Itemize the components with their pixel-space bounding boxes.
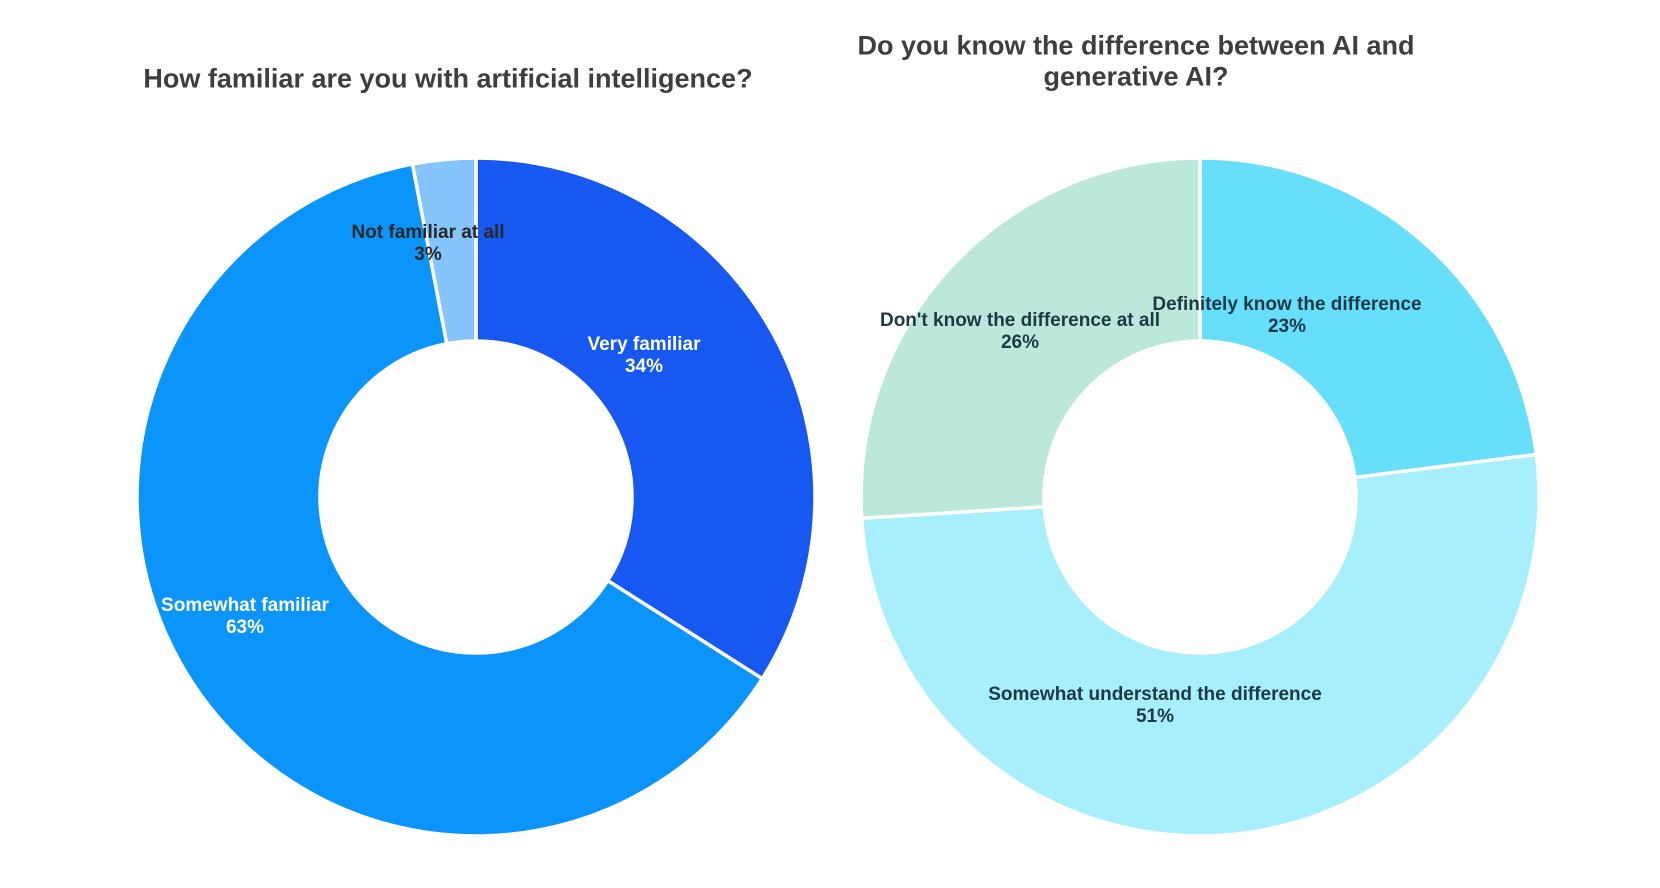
donut-chart-familiarity xyxy=(135,156,817,838)
pie-slice-very-familiar[interactable] xyxy=(474,156,817,681)
pie-slice-not-familiar-at-all[interactable] xyxy=(410,156,478,346)
donut-chart-ai-difference xyxy=(859,156,1541,838)
pie-slice-somewhat-familiar[interactable] xyxy=(135,162,764,838)
pie-slice-definitely-know-the-difference[interactable] xyxy=(1198,156,1539,480)
chart-title-familiarity: How familiar are you with artificial int… xyxy=(143,63,753,94)
pie-slice-don-t-know-the-difference-at-all[interactable] xyxy=(859,156,1202,521)
pie-slice-somewhat-understand-the-difference[interactable] xyxy=(859,452,1541,838)
chart-title-ai-difference: Do you know the difference between AI an… xyxy=(857,30,1415,92)
